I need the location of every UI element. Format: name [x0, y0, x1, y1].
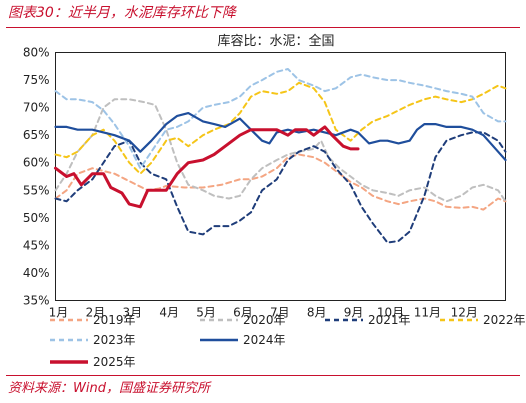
y-tick-label: 80%: [23, 46, 50, 60]
figure-title: 图表30：近半月，水泥库存环比下降: [8, 5, 236, 21]
series-line-2024年: [54, 111, 507, 162]
x-axis: 1月 2月 3月 4月 5月 6月 7月 8月 9月 10月 11月 12月: [49, 306, 478, 320]
legend-label: 2019年: [93, 313, 136, 327]
x-tick-label: 11月: [414, 306, 441, 320]
bottom-rule: [6, 375, 520, 376]
top-rule: [6, 27, 520, 28]
y-tick-label: 50%: [23, 211, 50, 225]
series-line-2025年: [54, 125, 360, 209]
x-tick-label: 6月: [233, 306, 253, 320]
series-layer: [54, 68, 507, 244]
series-line-2022年: [54, 81, 507, 175]
legend-label: 2022年: [483, 313, 526, 327]
legend-label: 2021年: [368, 313, 411, 327]
x-tick-label: 10月: [377, 306, 404, 320]
series-line-2023年: [54, 68, 507, 170]
legend-label: 2020年: [243, 313, 286, 327]
legend: 2019年 2020年 2021年 2022年 2023年 2024年 2025年: [50, 313, 526, 369]
y-tick-label: 45%: [23, 238, 50, 252]
x-tick-label: 2月: [86, 306, 106, 320]
y-tick-label: 40%: [23, 266, 50, 280]
y-tick-label: 35%: [23, 294, 50, 308]
source-note: 资料来源：Wind，国盛证券研究所: [8, 381, 210, 396]
legend-label: 2023年: [93, 333, 136, 347]
x-tick-label: 7月: [270, 306, 290, 320]
y-tick-label: 70%: [23, 101, 50, 115]
chart-title: 库容比：水泥：全国: [217, 33, 334, 49]
x-tick-label: 8月: [307, 306, 327, 320]
x-tick-label: 5月: [196, 306, 216, 320]
x-tick-label: 4月: [159, 306, 179, 320]
x-tick-label: 9月: [344, 306, 364, 320]
series-line-2021年: [54, 131, 507, 244]
legend-label: 2025年: [93, 355, 136, 369]
legend-label: 2024年: [243, 333, 286, 347]
series-line-2020年: [54, 98, 507, 203]
x-tick-label: 12月: [451, 306, 478, 320]
y-tick-label: 75%: [23, 73, 50, 87]
y-axis: 80% 75% 70% 65% 60% 55% 50% 45% 40% 35%: [23, 46, 50, 308]
y-tick-label: 65%: [23, 128, 50, 142]
line-chart: 库容比：水泥：全国 80% 75% 70% 65% 60% 55% 50% 45% 40% 35%…: [23, 33, 526, 369]
x-tick-label: 3月: [122, 306, 142, 320]
y-tick-label: 55%: [23, 183, 50, 197]
series-line-2019年: [54, 153, 507, 211]
y-tick-label: 60%: [23, 156, 50, 170]
x-tick-label: 1月: [49, 306, 69, 320]
